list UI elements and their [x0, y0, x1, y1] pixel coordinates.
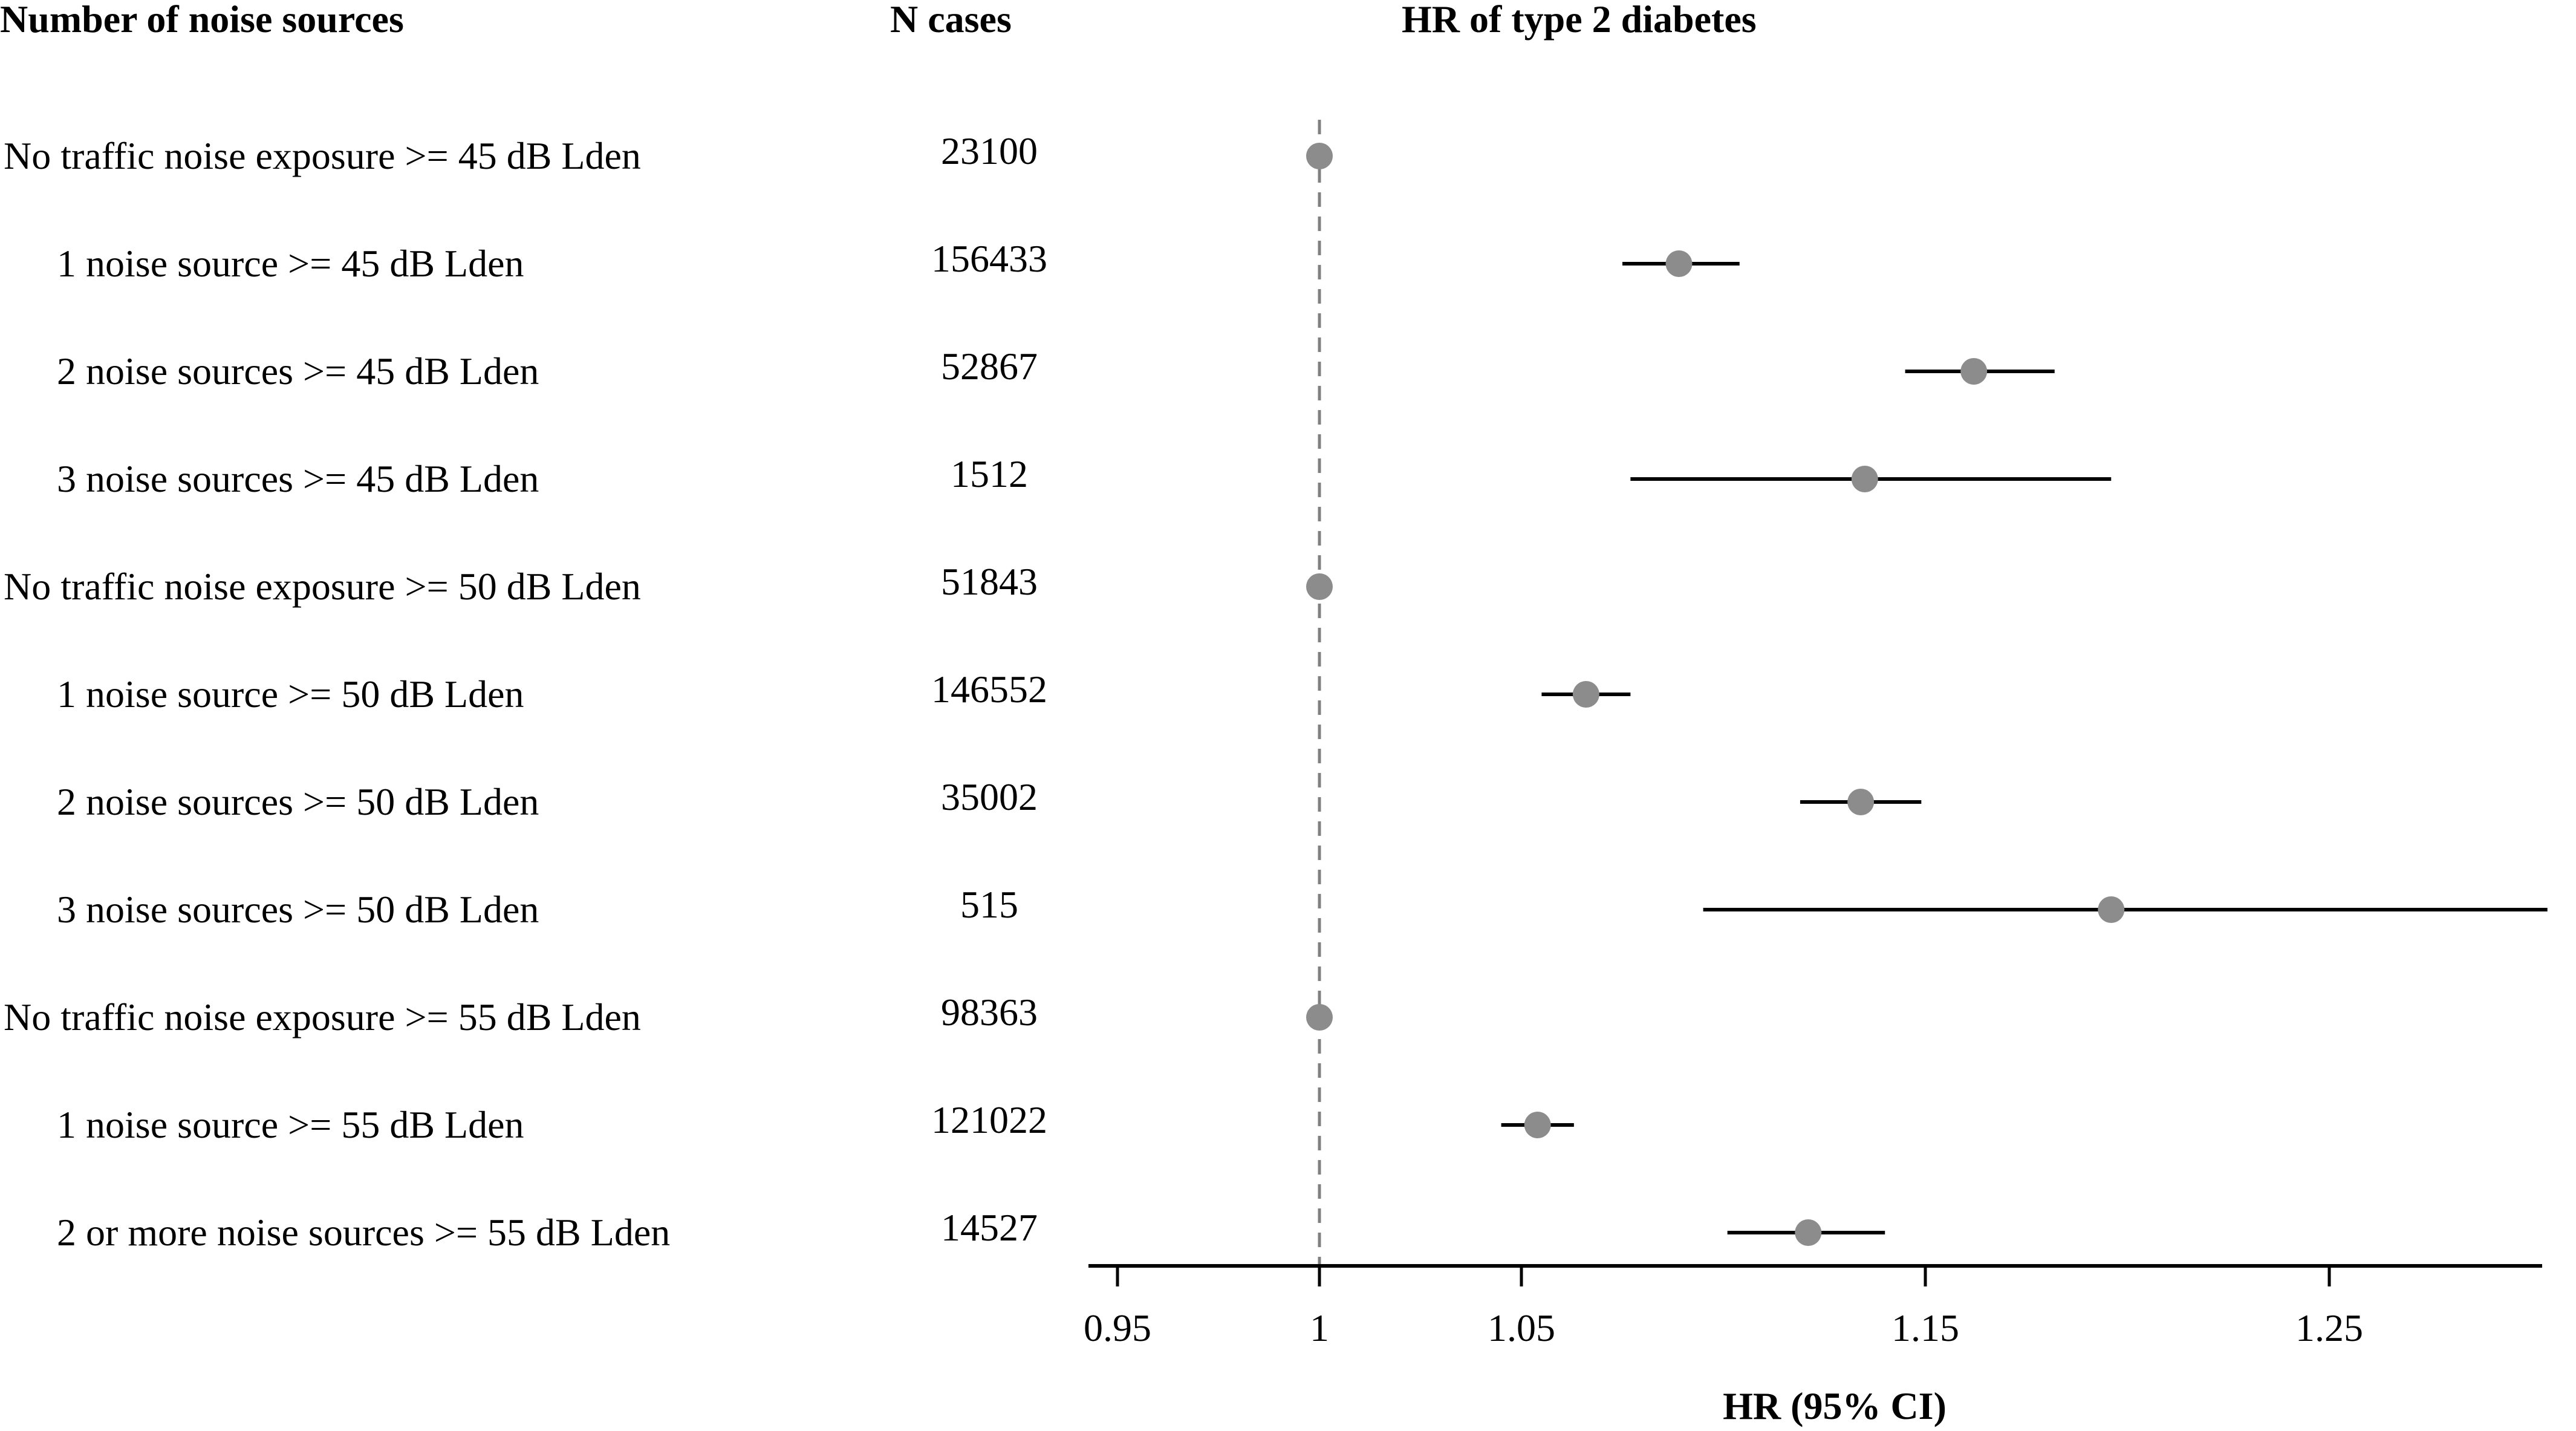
x-tick-label: 1.25 — [2295, 1306, 2363, 1349]
row-label: No traffic noise exposure >= 55 dB Lden — [4, 996, 641, 1038]
column-header-n-cases: N cases — [890, 0, 1012, 41]
x-axis-title: HR (95% CI) — [1723, 1384, 1947, 1427]
row-label: 2 noise sources >= 50 dB Lden — [57, 780, 539, 823]
x-tick-label: 1.15 — [1891, 1306, 1959, 1349]
row-n-cases: 515 — [960, 883, 1018, 926]
row-n-cases: 121022 — [931, 1098, 1047, 1141]
point-estimate — [1306, 143, 1333, 169]
point-estimate — [1851, 466, 1878, 492]
row-n-cases: 52867 — [941, 345, 1038, 388]
row-labels-container: No traffic noise exposure >= 45 dB Lden 2… — [0, 0, 1088, 1431]
row-label: 2 or more noise sources >= 55 dB Lden — [57, 1211, 671, 1254]
row-n-cases: 51843 — [941, 560, 1038, 603]
row-n-cases: 1512 — [951, 452, 1028, 495]
x-tick-label: 1 — [1310, 1306, 1329, 1349]
chart-title: HR of type 2 diabetes — [1402, 0, 1757, 41]
row-n-cases: 14527 — [941, 1206, 1038, 1249]
row-label: 1 noise source >= 45 dB Lden — [57, 242, 524, 285]
row-n-cases: 98363 — [941, 991, 1038, 1034]
point-estimate — [1306, 1004, 1333, 1031]
point-estimate — [1847, 789, 1875, 815]
row-label: No traffic noise exposure >= 50 dB Lden — [4, 565, 641, 608]
column-header-noise-sources: Number of noise sources — [0, 0, 404, 41]
row-n-cases: 146552 — [931, 668, 1047, 711]
point-estimate — [1665, 250, 1693, 277]
row-label: 1 noise source >= 50 dB Lden — [57, 673, 524, 716]
point-estimate — [1960, 358, 1988, 385]
row-n-cases: 35002 — [941, 775, 1038, 818]
point-estimate — [1306, 573, 1333, 600]
point-estimate — [2098, 896, 2125, 923]
x-tick-label: 0.95 — [1084, 1306, 1151, 1349]
x-tick-label: 1.05 — [1488, 1306, 1555, 1349]
row-label: 3 noise sources >= 45 dB Lden — [57, 457, 539, 500]
row-label: 2 noise sources >= 45 dB Lden — [57, 350, 539, 393]
row-n-cases: 23100 — [941, 129, 1038, 172]
row-n-cases: 156433 — [931, 237, 1047, 280]
point-estimate — [1795, 1219, 1822, 1246]
point-estimate — [1524, 1112, 1551, 1138]
row-label: 3 noise sources >= 50 dB Lden — [57, 888, 539, 931]
row-label: 1 noise source >= 55 dB Lden — [57, 1103, 524, 1146]
row-label: No traffic noise exposure >= 45 dB Lden — [4, 134, 641, 177]
point-estimate — [1572, 681, 1599, 708]
